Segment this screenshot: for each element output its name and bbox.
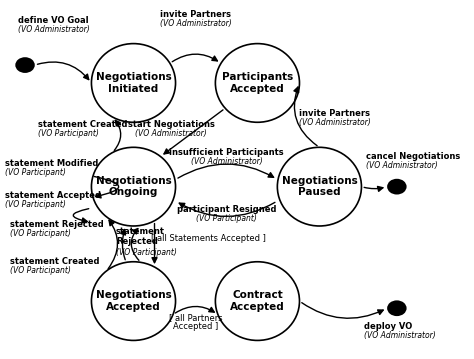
Text: statement Modified: statement Modified [5, 159, 99, 168]
Text: (VO Administrator): (VO Administrator) [364, 331, 436, 340]
Text: invite Partners: invite Partners [300, 109, 370, 118]
Ellipse shape [91, 147, 175, 226]
Text: deploy VO: deploy VO [364, 322, 412, 331]
Text: participant Resigned: participant Resigned [177, 205, 276, 214]
Circle shape [387, 179, 407, 195]
Text: (VO Participant): (VO Participant) [5, 200, 66, 209]
Ellipse shape [91, 43, 175, 122]
Text: (VO Participant): (VO Participant) [38, 129, 99, 137]
Text: Participants
Accepted: Participants Accepted [222, 72, 293, 94]
Ellipse shape [215, 262, 300, 340]
Text: statement
Rejected: statement Rejected [116, 227, 165, 246]
Text: Accepted ]: Accepted ] [173, 322, 218, 331]
Text: statement Created: statement Created [38, 120, 128, 129]
Text: Negotiations
Ongoing: Negotiations Ongoing [96, 176, 172, 197]
Text: (VO Administrator): (VO Administrator) [18, 25, 90, 34]
Ellipse shape [91, 262, 175, 340]
Text: Negotiations
Paused: Negotiations Paused [282, 176, 357, 197]
Text: define VO Goal: define VO Goal [18, 16, 89, 25]
Ellipse shape [277, 147, 362, 226]
Text: [ all Partners: [ all Partners [169, 313, 222, 322]
Text: (VO Administrator): (VO Administrator) [366, 161, 438, 170]
Circle shape [15, 57, 35, 73]
Text: invite Partners: invite Partners [160, 10, 231, 19]
Text: Negotiations
Initiated: Negotiations Initiated [96, 72, 172, 94]
Text: (VO Participant): (VO Participant) [9, 229, 71, 238]
Text: (VO Administrator): (VO Administrator) [135, 129, 207, 137]
Text: insufficient Participants: insufficient Participants [169, 148, 284, 157]
Text: (VO Participant): (VO Participant) [196, 214, 257, 223]
Circle shape [387, 300, 407, 316]
Text: start Negotiations: start Negotiations [128, 120, 215, 129]
Text: (VO Administrator): (VO Administrator) [160, 19, 231, 28]
Text: Contract
Accepted: Contract Accepted [230, 290, 285, 312]
Text: (VO Participant): (VO Participant) [5, 168, 66, 177]
Text: (VO Participant): (VO Participant) [116, 248, 177, 257]
Text: (VO Administrator): (VO Administrator) [191, 157, 262, 166]
Text: statement Accepted: statement Accepted [5, 191, 101, 200]
Text: (VO Administrator): (VO Administrator) [299, 118, 371, 127]
Text: statement Rejected: statement Rejected [9, 220, 103, 229]
Text: (VO Participant): (VO Participant) [9, 266, 71, 275]
Text: Negotiations
Accepted: Negotiations Accepted [96, 290, 172, 312]
Ellipse shape [215, 43, 300, 122]
Text: cancel Negotiations: cancel Negotiations [366, 152, 460, 161]
Text: statement Created: statement Created [9, 257, 99, 266]
Text: [ all Statements Accepted ]: [ all Statements Accepted ] [151, 234, 266, 243]
